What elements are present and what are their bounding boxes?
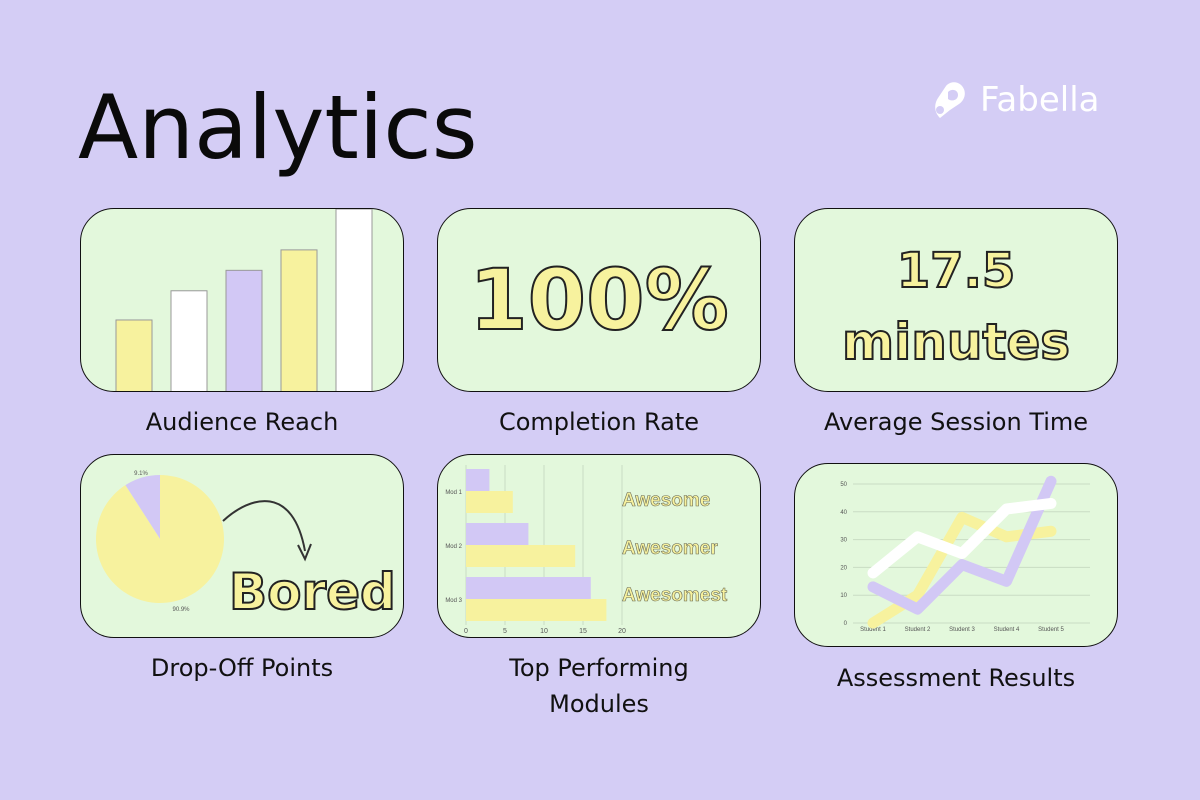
modules-bar-2-2	[466, 545, 576, 567]
brand-name: Fabella	[980, 80, 1100, 120]
assess-series-2	[867, 475, 1057, 615]
modules-annotation-2: Awesomer	[622, 538, 718, 559]
top-modules-caption: Top Performing Modules	[437, 650, 761, 722]
modules-annotation-3: Awesomest	[622, 585, 728, 606]
modules-category-3: Mod 3	[445, 598, 462, 604]
audience-reach-chart	[115, 209, 373, 391]
assess-series-3	[867, 497, 1057, 579]
reach-bar-3	[225, 269, 263, 391]
modules-xtick-3: 10	[540, 628, 548, 635]
top-modules-caption-line1: Top Performing	[509, 654, 689, 682]
top-modules-caption-line2: Modules	[549, 690, 649, 718]
drop-off-caption: Drop-Off Points	[150, 654, 334, 682]
modules-xtick-5: 20	[618, 628, 626, 635]
assess-xtick-5: Student 5	[1038, 627, 1064, 633]
completion-rate-caption: Completion Rate	[498, 408, 700, 436]
assess-ytick-4: 30	[840, 538, 847, 544]
modules-xtick-4: 15	[579, 628, 587, 635]
pie-slice-2	[96, 475, 224, 603]
modules-xtick-2: 5	[503, 628, 507, 635]
fabella-logo-icon	[935, 82, 965, 118]
drop-off-label: Bored	[228, 562, 397, 622]
assessment-line-chart: 0 10 20 30 40 50 Student 1 Student 2 Student 3 St…	[840, 475, 1090, 633]
drop-off-pie-chart: 9.1% 90.9%	[96, 471, 312, 613]
reach-bar-4	[280, 249, 318, 391]
reach-bar-5	[335, 209, 373, 391]
drop-off-card: 9.1% 90.9% Bored	[80, 454, 404, 638]
session-time-unit: minutes	[841, 312, 1071, 372]
audience-reach-card	[80, 208, 404, 392]
modules-bar-2-1	[466, 523, 529, 545]
pie-label-1: 9.1%	[134, 471, 148, 477]
top-modules-card: 0 5 10 15 20 Mod 1 Mod 2 Mod 3 Awesome Awesomer Aw…	[437, 454, 761, 638]
modules-bar-1-1	[466, 469, 490, 491]
top-modules-chart: 0 5 10 15 20 Mod 1 Mod 2 Mod 3 Awesome Awesomer Aw…	[445, 465, 728, 635]
assess-xtick-4: Student 4	[994, 627, 1020, 633]
modules-category-1: Mod 1	[445, 490, 462, 496]
assess-ytick-2: 10	[840, 593, 847, 599]
assess-xtick-1: Student 1	[860, 627, 886, 633]
session-time-value: 17.5	[896, 242, 1016, 300]
assess-ytick-5: 40	[840, 510, 847, 516]
assessment-caption: Assessment Results	[836, 664, 1076, 692]
pie-label-2: 90.9%	[172, 607, 190, 613]
reach-bar-1	[115, 319, 153, 391]
audience-reach-caption: Audience Reach	[145, 408, 339, 436]
modules-bar-1-2	[466, 491, 513, 513]
modules-annotation-1: Awesome	[622, 490, 710, 511]
session-time-caption: Average Session Time	[823, 408, 1089, 436]
drop-off-arrow	[222, 500, 306, 552]
modules-bar-3-1	[466, 577, 591, 599]
modules-bar-3-2	[466, 599, 607, 621]
completion-rate-value: 100%	[468, 251, 730, 349]
session-time-card: 17.5 minutes	[794, 208, 1118, 392]
assess-ytick-3: 20	[840, 565, 847, 571]
completion-rate-card: 100%	[437, 208, 761, 392]
reach-bar-2	[170, 290, 208, 391]
assess-ytick-6: 50	[840, 482, 847, 488]
assessment-card: 0 10 20 30 40 50 Student 1 Student 2 Student 3 St…	[794, 463, 1118, 647]
drop-off-arrow-head	[297, 543, 312, 562]
pie-slice-1	[125, 475, 160, 539]
modules-xtick-1: 0	[464, 628, 468, 635]
brand-logo: Fabella	[930, 78, 1100, 122]
assess-ytick-1: 0	[844, 621, 848, 627]
page-title: Analytics	[78, 76, 478, 179]
modules-category-2: Mod 2	[445, 544, 462, 550]
assess-xtick-2: Student 2	[905, 627, 931, 633]
assess-xtick-3: Student 3	[949, 627, 975, 633]
